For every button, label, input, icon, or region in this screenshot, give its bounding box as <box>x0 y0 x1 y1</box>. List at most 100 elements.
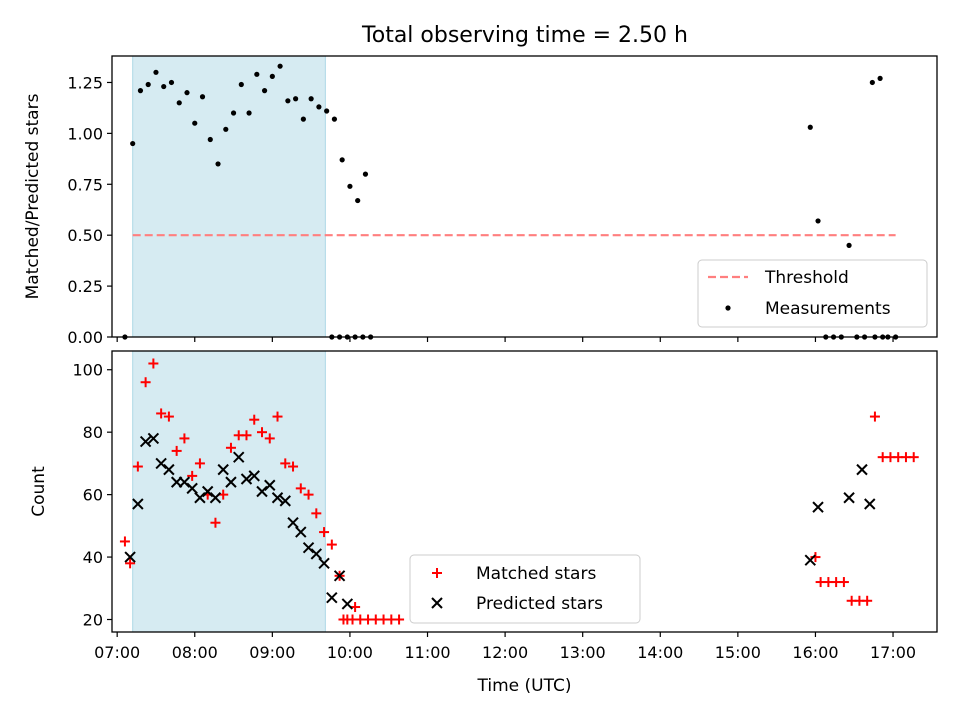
predicted-star-point <box>240 473 253 485</box>
matched-star-point <box>319 527 330 538</box>
x-tick-label: 13:00 <box>560 643 606 662</box>
x-tick-label: 16:00 <box>792 643 838 662</box>
matched-star-point <box>171 445 182 456</box>
matched-star-point <box>163 411 174 422</box>
matched-star-point <box>295 483 306 494</box>
predicted-star-stroke <box>804 554 816 566</box>
predicted-star-point <box>124 551 136 563</box>
x-tick-label: 17:00 <box>870 643 916 662</box>
measurement-point <box>308 96 314 102</box>
y-tick-label: 0.75 <box>67 175 103 194</box>
x-tick-label: 14:00 <box>637 643 683 662</box>
measurement-point <box>192 120 198 126</box>
y-tick-label: 1.25 <box>67 73 103 92</box>
bottom-panel: 20 40 60 80 100 07:00 08:00 09:00 10:00 11:00 12:0… <box>29 350 938 696</box>
predicted-star-stroke <box>225 476 237 488</box>
measurement-point <box>300 116 306 122</box>
predicted-star-stroke <box>264 479 276 491</box>
predicted-star-stroke <box>318 557 330 570</box>
measurement-point <box>254 71 260 77</box>
measurement-point <box>153 69 159 75</box>
predicted-star-point <box>256 485 268 498</box>
legend-matched-swatch <box>432 568 442 578</box>
matched-star-point <box>303 489 314 500</box>
predicted-star-stroke <box>178 476 191 488</box>
top-y-axis-label: Matched/Predicted stars <box>23 93 43 299</box>
measurement-point <box>246 110 252 116</box>
matched-star-point <box>394 614 405 625</box>
predicted-star-stroke <box>326 591 338 604</box>
measurement-point <box>285 98 291 104</box>
bottom-legend: Matched stars Predicted stars <box>409 554 641 624</box>
y-tick-label: 80 <box>83 423 103 442</box>
measurement-point <box>331 116 338 122</box>
predicted-star-stroke <box>163 463 175 476</box>
predicted-star-stroke <box>124 551 136 563</box>
predicted-star-stroke <box>271 492 284 504</box>
predicted-star-point <box>804 554 816 566</box>
legend-predicted-swatch <box>431 597 443 609</box>
y-tick-label: 0.50 <box>67 226 103 245</box>
measurement-point <box>355 197 361 204</box>
predicted-star-stroke <box>843 492 855 504</box>
predicted-star-stroke <box>812 501 824 513</box>
predicted-star-stroke <box>287 517 299 529</box>
predicted-star-stroke <box>333 570 346 582</box>
predicted-star-point <box>843 492 855 504</box>
predicted-star-stroke <box>201 485 214 498</box>
bottom-y-axis-label: Count <box>29 466 49 517</box>
matched-star-point <box>908 452 919 463</box>
predicted-star-stroke <box>155 457 167 470</box>
predicted-star-point <box>341 598 354 610</box>
matched-star-point <box>148 358 159 369</box>
matched-star-point <box>179 433 190 444</box>
measurement-point <box>362 171 369 177</box>
measurement-point <box>347 183 353 189</box>
predicted-swatch-stroke <box>431 597 443 609</box>
top-axes-frame <box>111 55 938 338</box>
predicted-star-stroke <box>194 492 206 504</box>
matched-star-point <box>280 458 291 469</box>
predicted-star-point <box>864 498 876 510</box>
predicted-star-stroke <box>240 473 253 485</box>
predicted-star-stroke <box>248 470 260 482</box>
matched-star-point <box>140 377 151 388</box>
measurement-point <box>316 104 322 110</box>
predicted-star-point <box>310 548 323 560</box>
predicted-star-stroke <box>132 498 144 510</box>
measurement-point <box>207 136 213 143</box>
predicted-star-stroke <box>139 435 152 448</box>
predicted-star-point <box>271 492 284 504</box>
measurement-point <box>261 88 268 94</box>
measurement-point <box>339 157 345 163</box>
measurement-point <box>176 100 182 106</box>
matched-star-point <box>272 411 283 422</box>
legend-predicted-label: Predicted stars <box>476 594 603 614</box>
matched-star-point <box>249 414 260 425</box>
matched-star-point <box>194 458 205 469</box>
measurement-point <box>269 73 275 79</box>
measurement-point <box>238 81 244 88</box>
matched-star-point <box>125 558 136 569</box>
predicted-star-point <box>326 591 338 604</box>
measurement-point <box>161 83 167 90</box>
bottom-axes-frame <box>111 350 938 633</box>
top-panel: 0.00 0.25 0.50 0.75 1.00 1.25 Matched/Predicte… <box>23 55 938 347</box>
predicted-star-point <box>201 485 214 498</box>
predicted-star-point <box>217 463 229 476</box>
measurement-point <box>199 94 206 100</box>
matched-star-point <box>119 536 130 547</box>
predicted-star-stroke <box>147 432 160 445</box>
predicted-star-point <box>233 451 245 463</box>
predicted-star-point <box>287 517 299 529</box>
measurement-point <box>807 124 813 130</box>
x-tick-label: 11:00 <box>404 643 450 662</box>
predicted-star-stroke <box>302 541 315 554</box>
measurement-point <box>277 63 283 69</box>
matched-star-point <box>862 595 873 606</box>
matched-star-point <box>338 614 349 625</box>
x-tick-label: 07:00 <box>94 643 140 662</box>
predicted-star-point <box>225 476 237 488</box>
legend-threshold-label: Threshold <box>764 268 849 288</box>
predicted-star-point <box>132 498 144 510</box>
